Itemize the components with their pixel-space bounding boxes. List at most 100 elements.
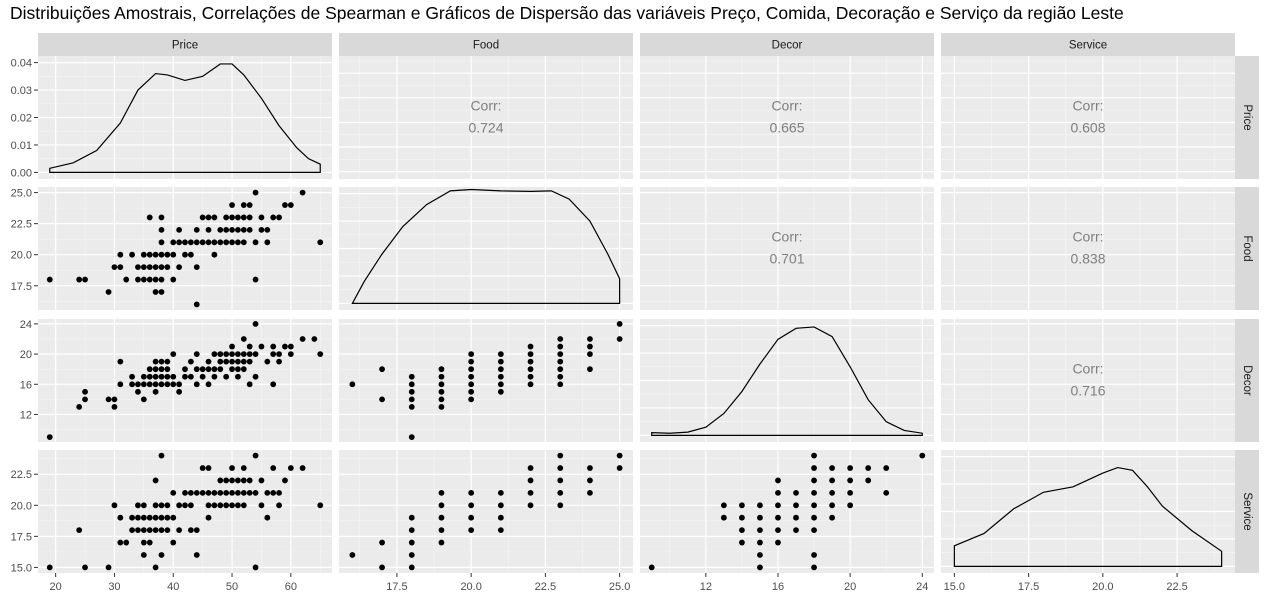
- panel-background: [38, 187, 332, 310]
- panel-price-decor: [640, 56, 934, 179]
- scatter-point: [246, 358, 253, 365]
- scatter-point: [246, 202, 253, 208]
- scatter-point: [287, 465, 294, 471]
- scatter-point: [276, 351, 282, 357]
- scatter-point: [176, 381, 183, 388]
- scatter-point: [205, 465, 212, 471]
- scatter-point: [229, 226, 235, 233]
- scatter-point: [146, 214, 153, 221]
- scatter-point: [187, 239, 194, 246]
- scatter-point: [497, 489, 504, 496]
- y-tick-label: 20.0: [11, 250, 32, 262]
- scatter-point: [123, 276, 130, 283]
- scatter-point: [587, 489, 593, 496]
- scatter-point: [739, 539, 745, 546]
- scatter-point: [223, 351, 230, 357]
- scatter-point: [557, 502, 564, 509]
- scatter-point: [76, 276, 83, 283]
- scatter-point: [793, 527, 799, 534]
- y-tick-label: 0.02: [11, 113, 32, 125]
- scatter-point: [246, 343, 253, 350]
- x-tick-label: 17.5: [1018, 581, 1039, 593]
- x-tick-label: 20: [50, 581, 62, 593]
- scatter-point: [235, 477, 241, 484]
- scatter-point: [497, 351, 504, 357]
- scatter-point: [217, 358, 224, 365]
- panel-food-food: [339, 187, 633, 310]
- strip-col-price: [38, 33, 332, 56]
- panel-background: [339, 450, 633, 573]
- corr-label: Corr:: [1072, 98, 1103, 114]
- y-tick-label: 20: [20, 349, 32, 361]
- scatter-point: [193, 239, 200, 246]
- scatter-point: [811, 452, 817, 459]
- scatter-point: [193, 527, 200, 534]
- scatter-point: [258, 502, 265, 509]
- scatter-point: [468, 527, 475, 534]
- strip-row-label: Service: [1241, 492, 1253, 530]
- panel-service-price: [38, 450, 332, 573]
- scatter-point: [616, 452, 623, 459]
- scatter-point: [129, 514, 135, 521]
- scatter-point: [252, 373, 259, 380]
- scatter-point: [240, 214, 247, 221]
- scatter-point: [193, 552, 200, 558]
- x-tick-label: 16: [772, 581, 784, 593]
- scatter-point: [527, 489, 534, 496]
- scatter-point: [287, 202, 294, 208]
- scatter-point: [468, 381, 475, 388]
- scatter-point: [146, 514, 153, 521]
- scatter-point: [527, 366, 534, 373]
- scatter-point: [187, 502, 194, 509]
- scatter-point: [152, 564, 159, 571]
- scatter-point: [164, 366, 171, 373]
- scatter-point: [229, 489, 235, 496]
- scatter-point: [211, 489, 218, 496]
- scatter-point: [146, 264, 153, 271]
- scatter-point: [223, 239, 230, 246]
- panel-service-service: [941, 450, 1235, 573]
- x-tick-label: 22.5: [535, 581, 556, 593]
- scatter-point: [720, 514, 727, 521]
- scatter-point: [235, 489, 241, 496]
- scatter-point: [217, 226, 224, 233]
- panel-background: [941, 56, 1235, 179]
- scatter-point: [158, 264, 165, 271]
- scatter-point: [170, 489, 177, 496]
- scatter-point: [311, 336, 318, 342]
- scatter-point: [438, 502, 445, 509]
- corr-label: Corr:: [771, 98, 802, 114]
- scatter-point: [117, 514, 124, 521]
- scatter-point: [140, 539, 147, 546]
- x-tick-label: 17.5: [386, 581, 407, 593]
- scatter-point: [140, 552, 147, 558]
- scatter-point: [258, 343, 265, 350]
- scatter-point: [811, 465, 817, 471]
- scatter-point: [223, 226, 230, 233]
- panel-decor-price: [38, 319, 332, 442]
- scatter-point: [111, 396, 118, 403]
- scatter-point: [246, 489, 253, 496]
- scatter-point: [811, 477, 817, 484]
- panel-service-food: [339, 450, 633, 573]
- scatter-point: [438, 396, 445, 403]
- scatter-point: [123, 539, 130, 546]
- scatter-point: [408, 539, 415, 546]
- scatter-point: [229, 351, 235, 357]
- scatter-point: [270, 343, 277, 350]
- scatter-point: [170, 276, 177, 283]
- scatter-point: [252, 189, 259, 196]
- scatter-point: [587, 336, 593, 342]
- scatter-point: [129, 251, 135, 258]
- y-tick-label: 17.5: [11, 531, 32, 543]
- scatter-point: [46, 564, 53, 571]
- scatter-point: [240, 239, 247, 246]
- scatter-point: [229, 502, 235, 509]
- scatter-point: [438, 527, 445, 534]
- scatter-point: [468, 373, 475, 380]
- scatter-point: [557, 366, 564, 373]
- panel-decor-decor: [640, 319, 934, 442]
- scatter-point: [229, 477, 235, 484]
- scatter-point: [270, 214, 277, 221]
- scatter-point: [146, 251, 153, 258]
